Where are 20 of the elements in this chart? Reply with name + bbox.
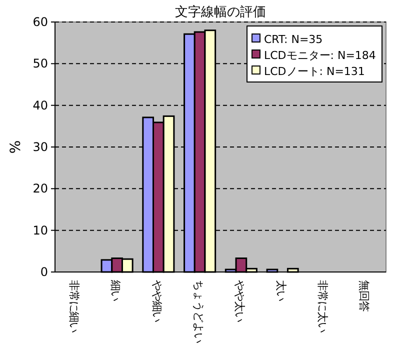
- x-tick-label: 無回答: [357, 280, 370, 312]
- y-tick-label: 0: [40, 265, 48, 279]
- x-tick-label: 細い: [109, 279, 122, 302]
- x-tick-label: 非常に太い: [316, 280, 329, 333]
- y-tick-label: 40: [32, 98, 48, 112]
- legend-label: CRT: N=35: [264, 33, 323, 46]
- chart-title: 文字線幅の評価: [175, 4, 266, 20]
- y-tick-label: 20: [32, 182, 48, 196]
- legend-label: LCDノート: N=131: [264, 65, 365, 78]
- x-tick-label: 非常に細い: [68, 280, 81, 333]
- y-tick-label: 10: [32, 223, 48, 238]
- x-tick-label: ちょうどよい: [192, 280, 205, 344]
- y-tick-label: 30: [32, 140, 48, 154]
- x-tick-label: やや細い: [150, 280, 164, 322]
- y-tick-label: 50: [32, 56, 48, 71]
- y-tick-label: 60: [32, 15, 48, 29]
- y-axis-title: %: [8, 140, 24, 154]
- legend-label: LCDモニター: N=184: [264, 49, 376, 62]
- x-tick-label: 太い: [274, 280, 288, 302]
- x-tick-label: やや太い: [233, 280, 246, 322]
